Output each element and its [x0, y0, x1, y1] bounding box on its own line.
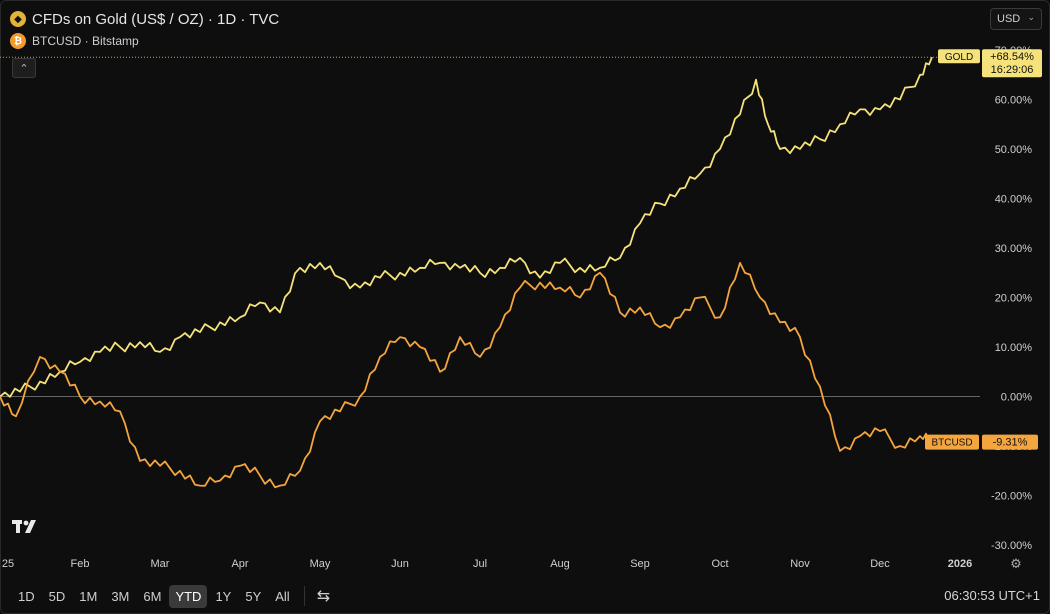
range-button-6m[interactable]: 6M [143, 588, 162, 604]
bottom-toolbar: 1D 5D 1M 3M 6M YTD 1Y 5Y All ⇆ [0, 578, 1050, 614]
y-tick-label: 60.00% [995, 95, 1033, 107]
toolbar-divider [303, 586, 305, 606]
x-tick-label: Apr [231, 558, 248, 570]
x-tick-label: Nov [790, 558, 810, 570]
btcusd-series-line [0, 262, 933, 489]
btc-last-value: -9.31% [993, 437, 1028, 449]
btc-end-label: BTCUSD -9.31% [925, 434, 1038, 450]
range-button-5d[interactable]: 5D [48, 588, 66, 604]
range-button-3m[interactable]: 3M [111, 588, 130, 604]
y-tick-label: 50.00% [995, 144, 1033, 156]
range-button-1m[interactable]: 1M [79, 588, 98, 604]
x-tick-label: Feb [71, 558, 90, 570]
y-tick-label: -20.00% [991, 491, 1032, 503]
x-tick-label: Mar [151, 558, 170, 570]
date-range-icon[interactable]: ⇆ [316, 588, 331, 605]
y-tick-label: 0.00% [1001, 392, 1032, 404]
currency-label: USD [997, 13, 1021, 25]
gold-series-line [0, 56, 933, 398]
clock-display[interactable]: 06:30:53 UTC+1 [944, 588, 1040, 603]
chevron-down-icon: ⌄ [1027, 12, 1035, 22]
collapse-legend-button[interactable]: ⌃ [12, 58, 36, 78]
y-tick-label: 10.00% [995, 342, 1033, 354]
gold-end-label: GOLD +68.54%16:29:06 [938, 49, 1042, 78]
range-button-1y[interactable]: 1Y [215, 588, 232, 604]
chart-legend: ◆ CFDs on Gold (US$ / OZ) · 1D · TVC ₿ B… [10, 8, 279, 52]
x-tick-label: Jul [473, 558, 487, 570]
range-button-1d[interactable]: 1D [18, 588, 35, 604]
range-button-all[interactable]: All [275, 588, 290, 604]
x-tick-label: 25 [2, 558, 14, 570]
legend-title: CFDs on Gold (US$ / OZ) · 1D · TVC [32, 10, 280, 28]
legend-subtitle: BTCUSD · Bitstamp [32, 34, 139, 48]
y-tick-label: 30.00% [995, 243, 1033, 255]
gold-symbol-icon: ◆ [10, 11, 26, 27]
bitcoin-icon: ₿ [10, 33, 26, 49]
x-tick-label: Jun [391, 558, 409, 570]
x-tick-label: May [310, 558, 331, 570]
currency-select[interactable]: USD ⌄ [990, 8, 1042, 30]
x-tick-label: Dec [870, 558, 890, 570]
y-tick-label: 20.00% [995, 293, 1033, 305]
gold-countdown: 16:29:06 [991, 64, 1034, 76]
y-tick-label: -30.00% [991, 540, 1032, 552]
range-button-5y[interactable]: 5Y [245, 588, 262, 604]
chevron-up-icon: ⌃ [19, 62, 29, 75]
gold-last-value: +68.54% [990, 51, 1034, 63]
tradingview-logo-icon [12, 518, 40, 541]
gold-series-label: GOLD [945, 52, 973, 63]
x-tick-label: Oct [711, 558, 728, 570]
x-tick-label: Sep [630, 558, 650, 570]
range-button-ytd[interactable]: YTD [169, 584, 208, 608]
btc-series-label: BTCUSD [931, 438, 972, 449]
y-tick-label: 40.00% [995, 194, 1033, 206]
x-tick-label: 2026 [948, 558, 972, 570]
settings-gear-icon[interactable]: ⚙ [1010, 556, 1022, 571]
legend-btc-row[interactable]: ₿ BTCUSD · Bitstamp [10, 30, 279, 52]
x-tick-label: Aug [550, 558, 570, 570]
legend-gold-row[interactable]: ◆ CFDs on Gold (US$ / OZ) · 1D · TVC [10, 8, 279, 30]
range-buttons: 1D 5D 1M 3M 6M YTD 1Y 5Y All [10, 584, 296, 608]
